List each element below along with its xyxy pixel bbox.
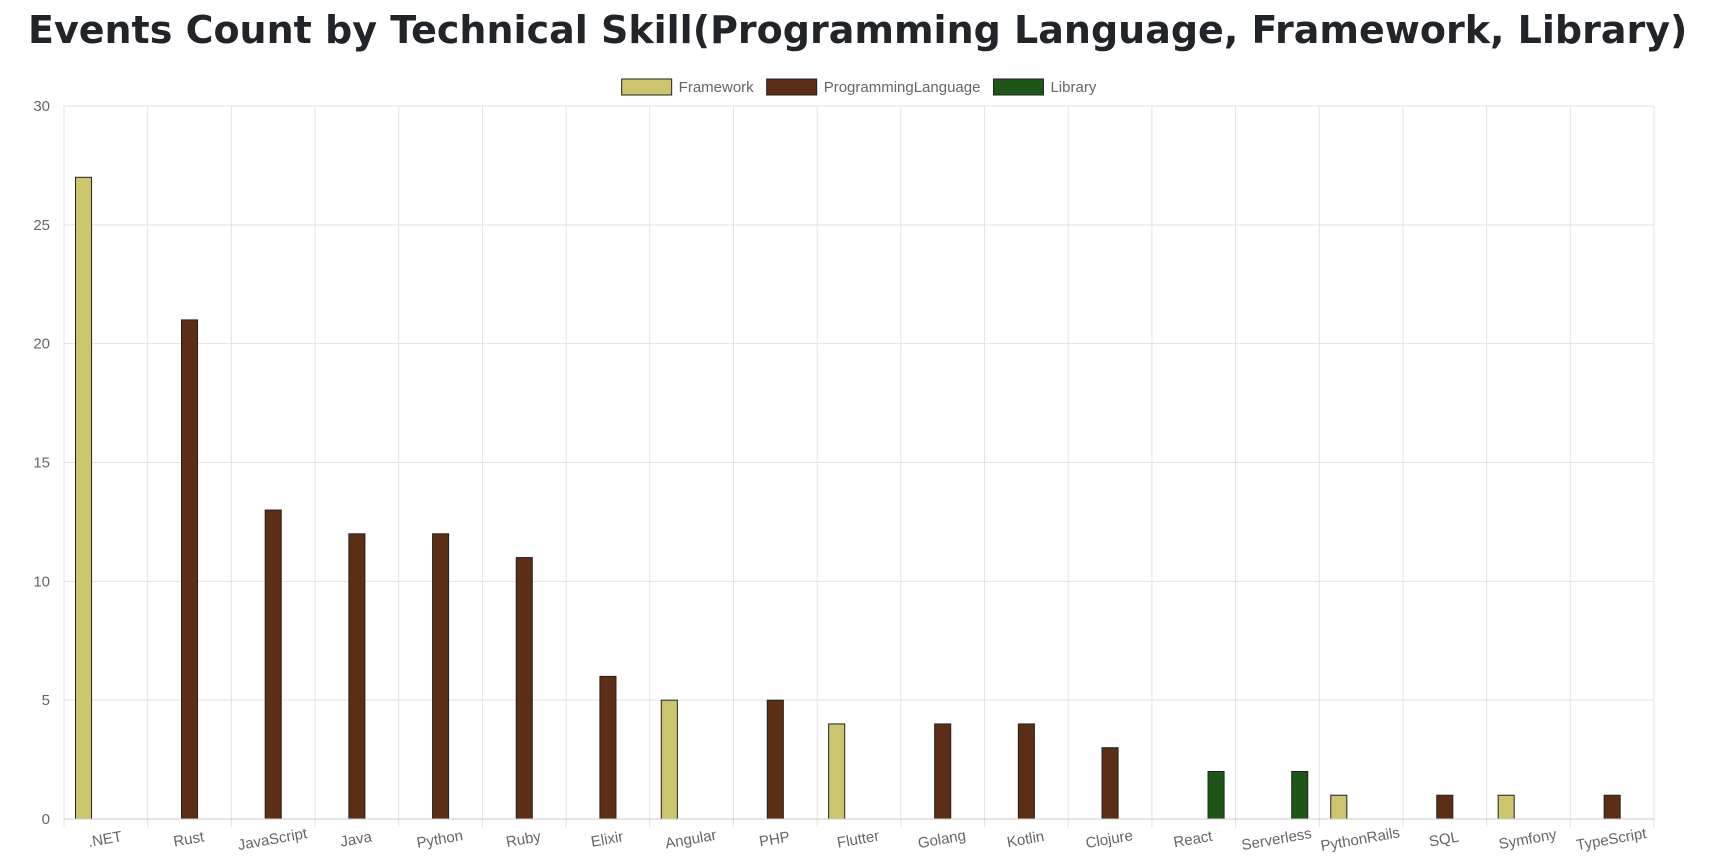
bar-programminglanguage-clojure[interactable] — [1101, 747, 1119, 820]
bar-library-react[interactable] — [1207, 770, 1225, 820]
y-tick-label: 30 — [33, 98, 50, 115]
bar-programminglanguage-elixir[interactable] — [599, 675, 617, 820]
x-tick-label: .NET — [87, 828, 124, 851]
x-tick-label: Java — [339, 828, 374, 850]
legend-item-programminglanguage[interactable]: ProgrammingLanguage — [766, 78, 981, 96]
y-tick-label: 25 — [33, 217, 50, 234]
bar-programminglanguage-golang[interactable] — [934, 723, 952, 820]
bar-programminglanguage-kotlin[interactable] — [1017, 723, 1035, 820]
x-tick-label: Angular — [664, 827, 718, 853]
legend-item-library[interactable]: Library — [992, 78, 1097, 96]
x-tick-label: SQL — [1428, 829, 1461, 851]
x-tick-label: PythonRails — [1319, 824, 1401, 855]
x-tick-label: Ruby — [505, 828, 543, 851]
legend-label: Library — [1050, 79, 1096, 96]
legend-item-framework[interactable]: Framework — [621, 78, 755, 96]
x-tick-label: Golang — [917, 827, 968, 852]
legend-swatch — [621, 78, 673, 96]
x-tick-label: Clojure — [1084, 827, 1134, 852]
bars — [74, 176, 1621, 820]
bar-framework-net[interactable] — [74, 176, 93, 820]
bar-framework-angular[interactable] — [660, 699, 678, 820]
x-tick-label: Serverless — [1240, 825, 1313, 854]
y-tick-label: 20 — [33, 336, 50, 353]
bar-programminglanguage-sql[interactable] — [1436, 794, 1454, 820]
x-tick-label: PHP — [758, 829, 791, 851]
x-tick-label: Rust — [172, 828, 206, 850]
x-tick-label: JavaScript — [236, 825, 309, 854]
x-tick-label: Elixir — [590, 828, 625, 850]
x-tick-label: React — [1172, 828, 1214, 852]
bar-framework-flutter[interactable] — [828, 723, 846, 820]
bar-library-serverless[interactable] — [1291, 770, 1309, 820]
x-tick-label: Flutter — [836, 828, 881, 852]
legend[interactable]: Framework ProgrammingLanguage Library — [621, 78, 1097, 96]
x-tick-label: TypeScript — [1575, 825, 1649, 854]
legend-label: Framework — [679, 79, 755, 96]
x-axis: .NET Rust JavaScript Java Python Ruby Elixir An… — [64, 818, 1654, 855]
y-tick-label: 0 — [42, 811, 50, 828]
legend-label: ProgrammingLanguage — [824, 79, 981, 96]
bar-programminglanguage-php[interactable] — [766, 699, 784, 820]
y-tick-label: 10 — [33, 573, 50, 590]
x-tick-label: Python — [415, 827, 464, 852]
bar-programminglanguage-ruby[interactable] — [515, 557, 533, 820]
grid — [63, 105, 1655, 827]
bar-programminglanguage-typescript[interactable] — [1603, 794, 1621, 820]
bar-programminglanguage-java[interactable] — [348, 533, 366, 820]
legend-swatch — [992, 78, 1044, 96]
y-tick-label: 15 — [33, 455, 50, 472]
bar-programminglanguage-rust[interactable] — [180, 319, 199, 820]
x-tick-label: Kotlin — [1006, 828, 1046, 851]
legend-swatch — [766, 78, 818, 96]
y-axis: 0 5 10 15 20 25 30 — [33, 98, 50, 828]
bar-programminglanguage-python[interactable] — [432, 533, 450, 820]
bar-framework-pythonrails[interactable] — [1330, 794, 1348, 820]
bar-programminglanguage-javascript[interactable] — [264, 509, 282, 820]
bar-framework-symfony[interactable] — [1497, 794, 1515, 820]
chart-title: Events Count by Technical Skill(Programm… — [28, 8, 1688, 52]
x-tick-label: Symfony — [1497, 826, 1558, 853]
y-tick-label: 5 — [42, 692, 50, 709]
